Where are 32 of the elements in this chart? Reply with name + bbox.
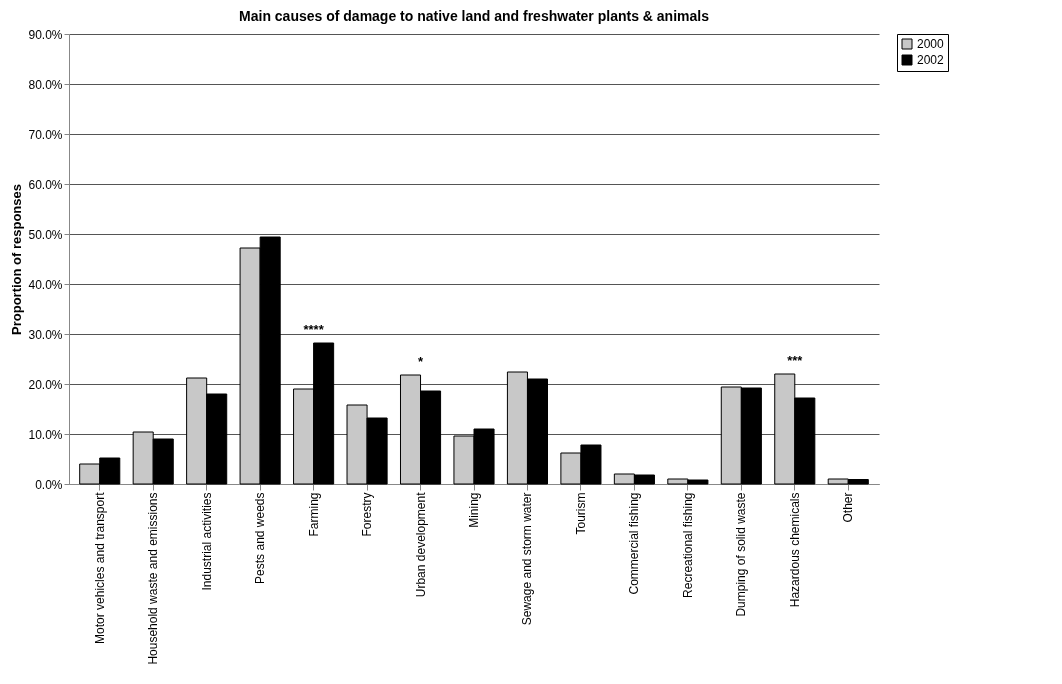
- x-tick-label: Urban development: [413, 491, 428, 598]
- y-tick-label: 80.0%: [28, 77, 63, 92]
- x-tick-label: Recreational fishing: [680, 492, 695, 598]
- x-tick-label: Motor vehicles and transport: [92, 491, 107, 644]
- x-tick-label: Forestry: [360, 492, 375, 537]
- y-tick-label: 70.0%: [28, 127, 63, 142]
- x-tick-label: Tourism: [573, 492, 588, 535]
- x-tick-label: Sewage and storm water: [520, 492, 535, 626]
- annotation: *: [418, 354, 424, 369]
- x-tick-label: Commercial fishing: [627, 492, 642, 595]
- x-tick-label: Farming: [306, 492, 321, 537]
- x-tick-label: Other: [841, 492, 856, 523]
- x-tick-label: Household waste and emissions: [146, 492, 161, 665]
- chart-title: Main causes of damage to native land and freshwater plants & animals: [239, 8, 710, 24]
- x-tick-label: Industrial activities: [199, 492, 214, 591]
- y-tick-label: 20.0%: [28, 377, 63, 392]
- y-axis-title: Proportion of responses: [9, 184, 25, 335]
- annotation: ****: [303, 322, 325, 337]
- legend-label: 2000: [917, 37, 945, 51]
- x-tick-label: Hazardous chemicals: [787, 492, 802, 608]
- y-tick-label: 60.0%: [28, 177, 63, 192]
- y-tick-label: 50.0%: [28, 227, 63, 242]
- y-tick-label: 30.0%: [28, 327, 63, 342]
- y-tick-label: 10.0%: [28, 427, 63, 442]
- legend-label: 2002: [917, 53, 945, 67]
- x-tick-label: Dumping of solid waste: [734, 492, 749, 617]
- x-tick-label: Pests and weeds: [253, 492, 268, 584]
- y-tick-label: 90.0%: [28, 27, 63, 42]
- y-tick-label: 0.0%: [35, 477, 63, 492]
- annotation: ***: [787, 353, 804, 368]
- x-tick-label: Mining: [467, 492, 481, 528]
- y-tick-label: 40.0%: [28, 277, 63, 292]
